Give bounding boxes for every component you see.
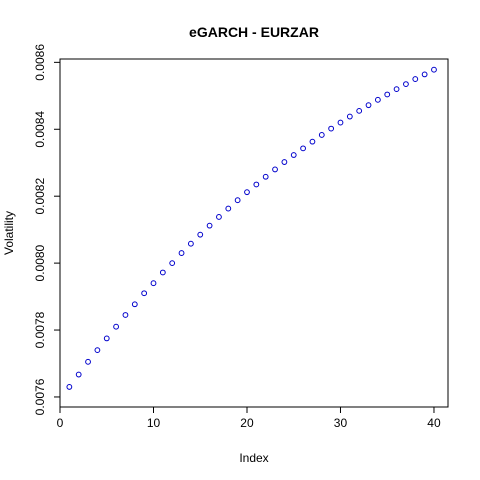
data-point <box>403 81 409 87</box>
x-axis: 0 10 20 30 40 <box>57 406 441 430</box>
data-point <box>187 240 194 247</box>
data-point <box>159 269 166 276</box>
y-tick-label: 0.0078 <box>33 311 47 348</box>
data-point <box>374 96 381 103</box>
data-point <box>412 76 419 82</box>
data-point <box>356 107 363 114</box>
x-tick-label: 40 <box>427 416 441 430</box>
data-point <box>216 214 222 220</box>
y-tick-label: 0.0082 <box>33 178 47 215</box>
x-tick-label: 20 <box>240 416 254 430</box>
data-point <box>234 197 241 204</box>
data-point <box>225 205 232 212</box>
data-point <box>421 71 428 78</box>
data-point <box>141 290 148 297</box>
data-point <box>262 173 269 180</box>
data-point <box>169 260 176 267</box>
data-point <box>300 145 306 152</box>
data-point <box>253 181 260 188</box>
data-point <box>113 323 119 330</box>
data-point <box>337 119 344 126</box>
data-point <box>431 66 437 73</box>
data-point <box>85 358 91 365</box>
data-point <box>131 301 138 308</box>
data-point <box>281 159 288 165</box>
data-point <box>150 280 157 287</box>
data-point <box>178 250 185 256</box>
data-point <box>244 189 250 196</box>
data-point <box>122 312 129 318</box>
data-point <box>66 384 73 390</box>
data-point <box>103 335 110 342</box>
x-tick-label: 10 <box>147 416 161 430</box>
y-axis: 0.0076 0.0078 0.0080 0.0082 0.0084 0.0086 <box>33 44 61 415</box>
y-tick-label: 0.0086 <box>33 44 47 81</box>
data-point <box>318 132 325 138</box>
data-point <box>346 113 353 120</box>
data-point <box>197 231 204 238</box>
data-point <box>206 222 213 229</box>
y-tick-label: 0.0080 <box>33 244 47 281</box>
y-tick-label: 0.0076 <box>33 378 47 415</box>
x-axis-label: Index <box>239 451 268 465</box>
y-axis-label: Volatility <box>2 211 16 255</box>
data-point <box>94 347 101 354</box>
x-tick-label: 0 <box>57 416 64 430</box>
data-points <box>66 66 437 390</box>
y-tick-label: 0.0084 <box>33 111 47 148</box>
data-point <box>309 138 316 145</box>
data-point <box>328 125 335 132</box>
chart-title: eGARCH - EURZAR <box>189 24 319 40</box>
data-point <box>272 166 278 173</box>
data-point <box>384 91 391 98</box>
x-tick-label: 30 <box>334 416 348 430</box>
data-point <box>290 152 297 158</box>
data-point <box>365 102 372 109</box>
data-point <box>75 371 82 378</box>
data-point <box>393 86 400 93</box>
